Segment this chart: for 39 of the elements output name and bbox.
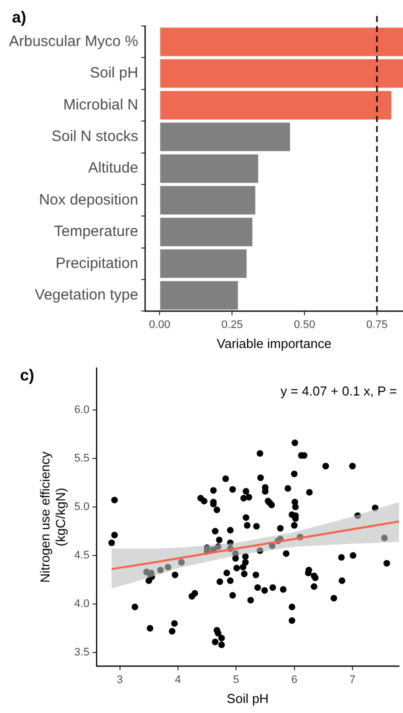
x-tick-label: 0.00 <box>148 318 170 331</box>
bar <box>160 186 256 215</box>
x-tick-label: 0.50 <box>294 318 316 331</box>
bar <box>160 28 403 56</box>
y-axis-title: Nitrogen use efficiency (kgC/kgN) <box>37 450 68 583</box>
bar <box>160 281 238 310</box>
y-tick-label: Soil pH <box>90 64 138 82</box>
y-tick-label: Soil N stocks <box>52 128 138 146</box>
bar <box>160 90 392 120</box>
y-tick-label: Precipitation <box>56 254 138 272</box>
y-tick-label: Vegetation type <box>34 286 138 304</box>
y-tick-label: 6.0 <box>74 404 90 416</box>
chart-title: a) <box>12 9 26 26</box>
annotation: y = 4.07 + 0.1 x, P = <box>280 384 397 399</box>
x-tick-label: 3 <box>116 674 123 686</box>
x-axis-title: Variable importance <box>216 336 332 351</box>
x-tick-label: 0.75 <box>366 318 388 331</box>
x-tick-label: 5 <box>233 674 240 686</box>
y-tick-label: Arbuscular Myco % <box>8 32 138 50</box>
y-tick-label: Nox deposition <box>38 191 138 208</box>
y-tick-label: Altitude <box>88 160 138 177</box>
x-tick-label: 7 <box>349 674 356 686</box>
y-tick-label: Temperature <box>54 223 138 240</box>
y-tick-label: 5.5 <box>74 452 90 464</box>
bar <box>160 122 290 152</box>
y-tick-label: 4.0 <box>74 598 90 610</box>
bar <box>160 218 252 246</box>
bar <box>160 154 258 183</box>
bar <box>160 249 247 278</box>
x-tick-label: 4 <box>174 674 181 686</box>
x-tick-label: 0.25 <box>221 318 243 331</box>
bar <box>160 59 403 88</box>
chart-title: c) <box>20 367 34 384</box>
y-tick-label: 5.0 <box>74 500 90 513</box>
y-tick-label: Microbial N <box>63 96 138 114</box>
y-tick-label: 4.5 <box>74 550 90 562</box>
x-tick-label: 6 <box>291 674 298 686</box>
x-axis-title: Soil pH <box>226 690 269 706</box>
y-tick-label: 3.5 <box>74 646 90 659</box>
